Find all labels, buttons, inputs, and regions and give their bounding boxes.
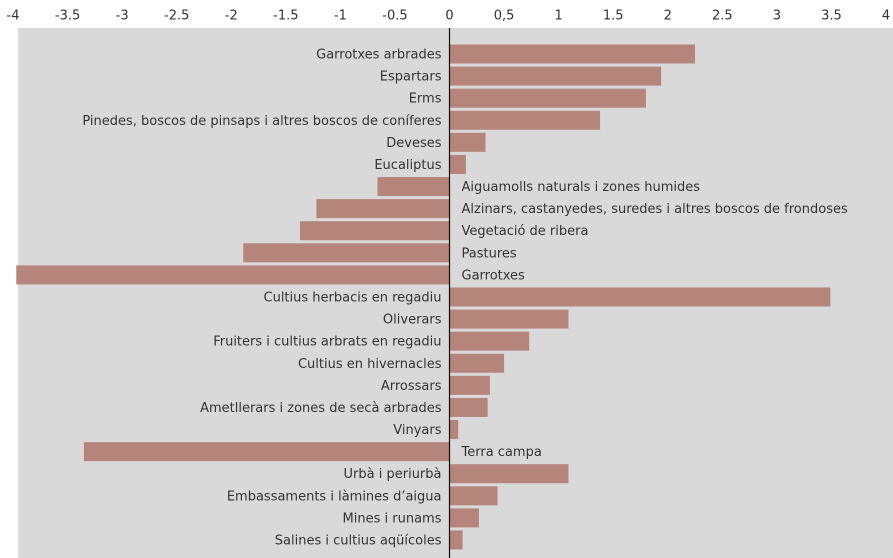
bar bbox=[449, 88, 646, 108]
x-tick-label: -1 bbox=[334, 9, 347, 24]
bar bbox=[16, 265, 450, 285]
category-label: Urbà i periurbà bbox=[344, 467, 442, 482]
category-label: Cultius en hivernacles bbox=[298, 357, 442, 372]
bar bbox=[449, 397, 488, 417]
bar bbox=[449, 420, 459, 440]
x-tick-label: 1.5 bbox=[603, 9, 624, 24]
category-label: Salines i cultius aqüícoles bbox=[275, 533, 442, 548]
bar bbox=[449, 154, 466, 174]
bar bbox=[449, 530, 463, 550]
category-label: Terra campa bbox=[461, 445, 542, 460]
category-label: Espartars bbox=[380, 70, 442, 85]
category-label: Ametllerars i zones de secà arbrades bbox=[200, 401, 442, 416]
bar bbox=[243, 243, 450, 263]
x-tick-label: -3.5 bbox=[55, 9, 80, 24]
bar bbox=[449, 486, 498, 506]
bar bbox=[449, 66, 662, 86]
category-label: Pinedes, boscos de pinsaps i altres bosc… bbox=[82, 114, 441, 129]
category-label: Garrotxes arbrades bbox=[316, 48, 442, 63]
bar bbox=[449, 375, 490, 395]
x-tick-label: -4 bbox=[7, 9, 20, 24]
bar bbox=[449, 287, 831, 307]
category-label: Garrotxes bbox=[462, 268, 526, 283]
bar bbox=[449, 353, 505, 373]
bar bbox=[299, 221, 450, 241]
x-tick-label: -3 bbox=[116, 9, 129, 24]
category-label: Aiguamolls naturals i zones humides bbox=[462, 180, 701, 195]
bar bbox=[83, 442, 450, 462]
x-tick-label: 4 bbox=[882, 9, 890, 24]
category-label: Eucaliptus bbox=[374, 158, 441, 173]
category-label: Cultius herbacis en regadiu bbox=[264, 290, 442, 305]
x-tick-label: 0,5 bbox=[494, 9, 515, 24]
category-label: Arrossars bbox=[381, 379, 442, 394]
category-label: Pastures bbox=[462, 246, 517, 261]
category-label: Embassaments i làmines d’aigua bbox=[227, 489, 442, 504]
bar bbox=[449, 44, 696, 64]
category-label: Deveses bbox=[386, 136, 441, 151]
x-tick-label: 2.5 bbox=[712, 9, 733, 24]
bar bbox=[377, 177, 450, 197]
x-tick-label: 0 bbox=[445, 9, 453, 24]
bar bbox=[316, 199, 450, 219]
bar bbox=[449, 132, 486, 152]
bar bbox=[449, 508, 479, 528]
category-label: Fruiters i cultius arbrats en regadiu bbox=[213, 335, 441, 350]
x-tick-label: 3.5 bbox=[821, 9, 842, 24]
category-label: Oliverars bbox=[383, 313, 442, 328]
x-tick-label: 1 bbox=[554, 9, 562, 24]
x-tick-label: -1.5 bbox=[273, 9, 298, 24]
bar bbox=[449, 309, 569, 329]
category-label: Vinyars bbox=[393, 423, 441, 438]
bar bbox=[449, 110, 601, 130]
x-tick-label: 2 bbox=[664, 9, 672, 24]
x-tick-label: -2 bbox=[225, 9, 238, 24]
x-tick-label: -2.5 bbox=[164, 9, 189, 24]
category-label: Alzinars, castanyedes, suredes i altres … bbox=[462, 202, 848, 217]
x-tick-label: -0.5 bbox=[382, 9, 407, 24]
bar bbox=[449, 331, 530, 351]
category-label: Mines i runams bbox=[343, 511, 442, 526]
category-label: Vegetació de ribera bbox=[462, 224, 589, 239]
category-label: Erms bbox=[409, 92, 442, 107]
x-tick-label: 3 bbox=[773, 9, 781, 24]
bar bbox=[449, 464, 569, 484]
